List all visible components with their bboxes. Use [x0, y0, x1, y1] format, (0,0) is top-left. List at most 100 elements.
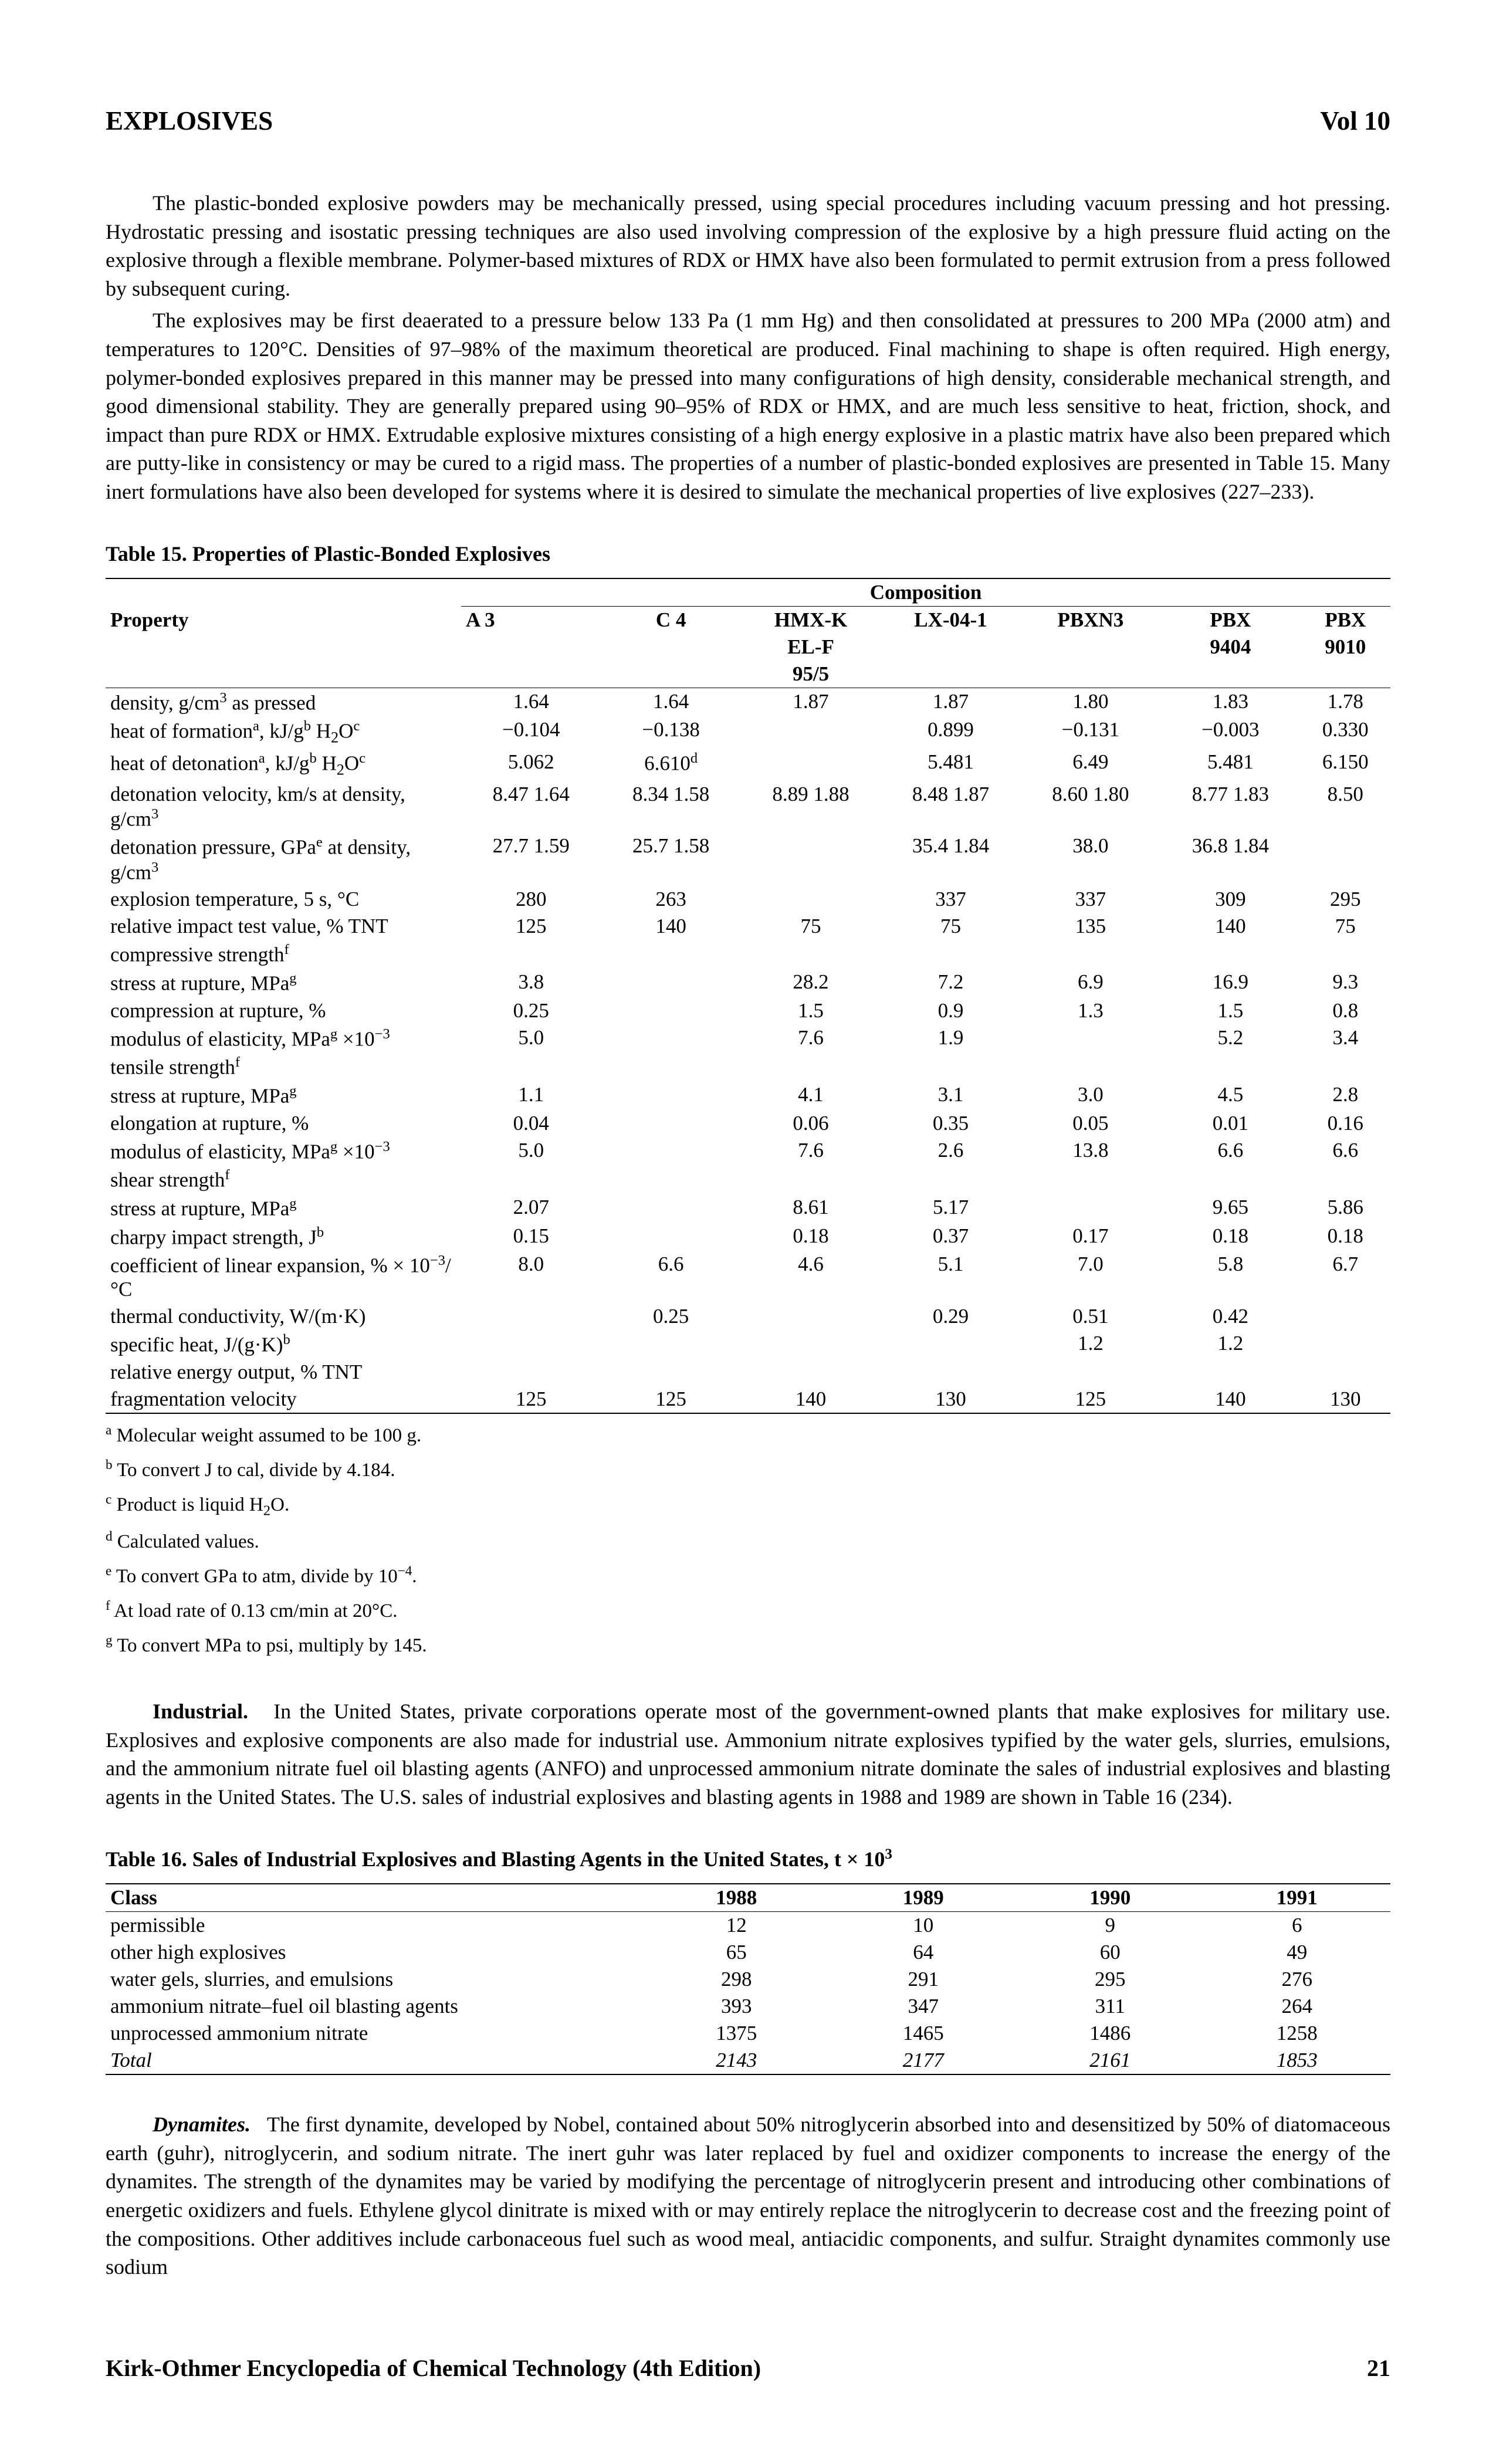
- t16-cell: 393: [643, 1993, 830, 2020]
- t15-col: LX-04-1: [881, 606, 1020, 634]
- t15-cell: 2.8: [1301, 1081, 1390, 1110]
- t16-total-cell: 1853: [1204, 2047, 1391, 2074]
- t15-cell: −0.104: [461, 716, 601, 749]
- t16-cell: 264: [1204, 1993, 1391, 2020]
- t15-cell: 6.6: [1160, 1137, 1300, 1166]
- t15-cell: 8.48 1.87: [881, 781, 1020, 833]
- table16: Class1988198919901991 permissible121096o…: [106, 1883, 1390, 2075]
- t15-cell: [1301, 1303, 1390, 1330]
- t15-cell: 75: [741, 913, 881, 940]
- t15-cell: 140: [601, 913, 740, 940]
- t15-cell: 0.899: [881, 716, 1020, 749]
- t16-col: 1989: [830, 1884, 1017, 1912]
- t15-cell: 3.8: [461, 969, 601, 997]
- industrial-block: Industrial. In the United States, privat…: [106, 1697, 1390, 1811]
- t15-cell: [1301, 1359, 1390, 1386]
- dynamites-lead: Dynamites.: [153, 2113, 251, 2136]
- footer-left: Kirk-Othmer Encyclopedia of Chemical Tec…: [106, 2354, 761, 2382]
- t15-cell: 6.6: [1301, 1137, 1390, 1166]
- t16-total-cell: Total: [106, 2047, 643, 2074]
- t15-cell: 2.07: [461, 1194, 601, 1223]
- table-row: other high explosives65646049: [106, 1939, 1390, 1966]
- t15-cell: 130: [881, 1386, 1020, 1413]
- t15-cell: 0.29: [881, 1303, 1020, 1330]
- t15-prop-label: compressive strengthf: [106, 940, 461, 969]
- t15-cell: 309: [1160, 886, 1300, 913]
- t15-cell: 2.6: [881, 1137, 1020, 1166]
- t15-cell: [1160, 1165, 1300, 1194]
- table-row: detonation velocity, km/s at density, g/…: [106, 781, 1390, 833]
- t15-cell: [1021, 1052, 1160, 1081]
- t15-cell: 6.9: [1021, 969, 1160, 997]
- t15-prop-label: charpy impact strength, Jb: [106, 1223, 461, 1251]
- t15-cell: [601, 969, 740, 997]
- t15-cell: 5.062: [461, 749, 601, 781]
- table-row: stress at rupture, MPag3.828.27.26.916.9…: [106, 969, 1390, 997]
- t16-cell: 65: [643, 1939, 830, 1966]
- t15-cell: [601, 1024, 740, 1053]
- t15-prop-label: relative impact test value, % TNT: [106, 913, 461, 940]
- t15-cell: 6.610d: [601, 749, 740, 781]
- t15-cell: [601, 1137, 740, 1166]
- t15-cell: 0.330: [1301, 716, 1390, 749]
- t15-prop-label: modulus of elasticity, MPag ×10−3: [106, 1024, 461, 1053]
- t15-cell: 5.481: [881, 749, 1020, 781]
- t15-cell: 0.37: [881, 1223, 1020, 1251]
- t15-prop-label: tensile strengthf: [106, 1052, 461, 1081]
- t15-cell: [741, 1165, 881, 1194]
- table-row: modulus of elasticity, MPag ×10−35.07.62…: [106, 1137, 1390, 1166]
- t16-col: 1991: [1204, 1884, 1391, 1912]
- t15-cell: 1.2: [1160, 1330, 1300, 1359]
- t15-cell: 1.80: [1021, 688, 1160, 716]
- t15-cell: 4.6: [741, 1251, 881, 1303]
- t15-cell: [601, 997, 740, 1024]
- paragraph-1: The plastic-bonded explosive powders may…: [106, 189, 1390, 303]
- t15-cell: [881, 1330, 1020, 1359]
- t15-cell: 4.1: [741, 1081, 881, 1110]
- table-row: relative impact test value, % TNT1251407…: [106, 913, 1390, 940]
- t15-cell: [1301, 940, 1390, 969]
- t15-cell: [741, 1330, 881, 1359]
- t15-cell: 0.42: [1160, 1303, 1300, 1330]
- t15-cell: [881, 940, 1020, 969]
- t15-cell: 75: [881, 913, 1020, 940]
- t16-cell: 9: [1017, 1912, 1204, 1940]
- t15-cell: 140: [1160, 1386, 1300, 1413]
- t15-cell: 0.18: [1301, 1223, 1390, 1251]
- t16-cell: water gels, slurries, and emulsions: [106, 1966, 643, 1993]
- t15-cell: −0.138: [601, 716, 740, 749]
- t15-cell: 1.3: [1021, 997, 1160, 1024]
- industrial-body: In the United States, private corporatio…: [106, 1700, 1390, 1809]
- footnote: f At load rate of 0.13 cm/min at 20°C.: [106, 1594, 1390, 1627]
- t16-total-cell: 2177: [830, 2047, 1017, 2074]
- table-row: compressive strengthf: [106, 940, 1390, 969]
- table-row: specific heat, J/(g·K)b1.21.2: [106, 1330, 1390, 1359]
- dynamites-block: Dynamites. The first dynamite, developed…: [106, 2110, 1390, 2282]
- t16-cell: 311: [1017, 1993, 1204, 2020]
- t15-cell: −0.003: [1160, 716, 1300, 749]
- t15-cell: 0.35: [881, 1110, 1020, 1137]
- t15-cell: [1160, 1052, 1300, 1081]
- header-right: Vol 10: [1320, 106, 1390, 136]
- table-row: coefficient of linear expansion, % × 10−…: [106, 1251, 1390, 1303]
- footnote: b To convert J to cal, divide by 4.184.: [106, 1453, 1390, 1487]
- t16-cell: ammonium nitrate–fuel oil blasting agent…: [106, 1993, 643, 2020]
- table-row: shear strengthf: [106, 1165, 1390, 1194]
- t15-prop-label: detonation velocity, km/s at density, g/…: [106, 781, 461, 833]
- t16-cell: 1258: [1204, 2020, 1391, 2047]
- t15-prop-label: modulus of elasticity, MPag ×10−3: [106, 1137, 461, 1166]
- t16-cell: other high explosives: [106, 1939, 643, 1966]
- t15-cell: 5.8: [1160, 1251, 1300, 1303]
- t15-cell: 0.9: [881, 997, 1020, 1024]
- table-row: compression at rupture, %0.251.50.91.31.…: [106, 997, 1390, 1024]
- t15-cell: 9.3: [1301, 969, 1390, 997]
- table-row-total: Total2143217721611853: [106, 2047, 1390, 2074]
- t15-cell: [461, 1359, 601, 1386]
- t15-cell: 25.7 1.58: [601, 832, 740, 886]
- t15-cell: 8.61: [741, 1194, 881, 1223]
- footnote: g To convert MPa to psi, multiply by 145…: [106, 1629, 1390, 1662]
- t15-cell: 8.34 1.58: [601, 781, 740, 833]
- table-row: thermal conductivity, W/(m·K)0.250.290.5…: [106, 1303, 1390, 1330]
- t15-cell: 5.17: [881, 1194, 1020, 1223]
- table-row: charpy impact strength, Jb0.150.180.370.…: [106, 1223, 1390, 1251]
